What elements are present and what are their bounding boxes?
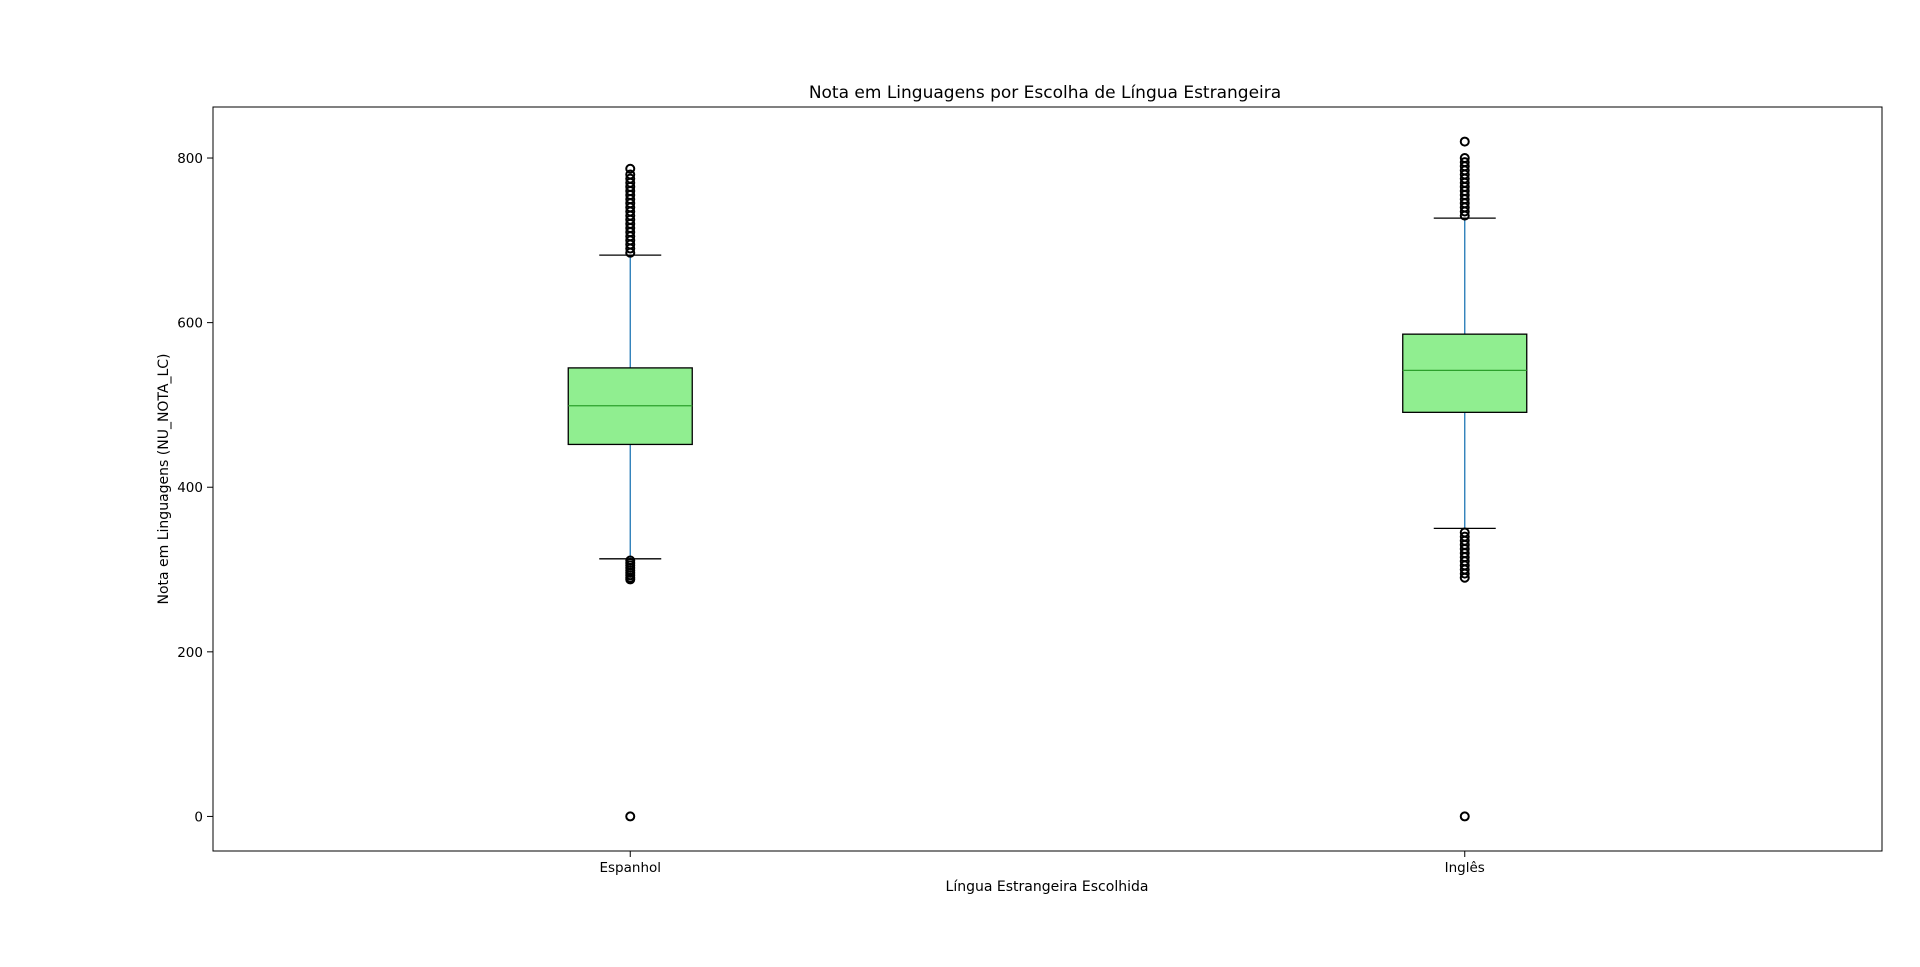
y-axis: 0 200 400 600 800: [177, 151, 213, 825]
y-tick-label: 800: [177, 151, 203, 167]
outlier-point: [1459, 153, 1470, 164]
outlier-point: [1459, 136, 1470, 147]
y-tick-label: 200: [177, 645, 203, 661]
box-group-0: [567, 163, 693, 822]
outlier-point: [625, 555, 636, 566]
plot-frame: [212, 106, 1883, 852]
x-tick-label: Espanhol: [599, 860, 661, 876]
outlier-point: [1459, 527, 1470, 538]
outlier-point: [625, 163, 636, 174]
outlier-point: [1459, 811, 1470, 822]
outlier-point: [625, 811, 636, 822]
x-axis-label: Língua Estrangeira Escolhida: [946, 879, 1149, 895]
x-axis: Espanhol Inglês: [599, 851, 1485, 876]
plot-area: [567, 136, 1528, 822]
iqr-box: [1402, 333, 1528, 413]
y-tick-label: 0: [194, 809, 203, 825]
y-axis-label: Nota em Linguagens (NU_NOTA_LC): [156, 353, 172, 604]
y-tick-label: 400: [177, 480, 203, 496]
outlier-point: [1459, 157, 1470, 168]
chart-title: Nota em Linguagens por Escolha de Língua…: [809, 83, 1281, 103]
outlier-point: [625, 173, 636, 184]
outlier-point: [625, 169, 636, 180]
box-group-1: [1402, 136, 1528, 822]
outlier-point: [1459, 531, 1470, 542]
y-tick-label: 600: [177, 316, 203, 332]
x-tick-label: Inglês: [1445, 860, 1485, 876]
